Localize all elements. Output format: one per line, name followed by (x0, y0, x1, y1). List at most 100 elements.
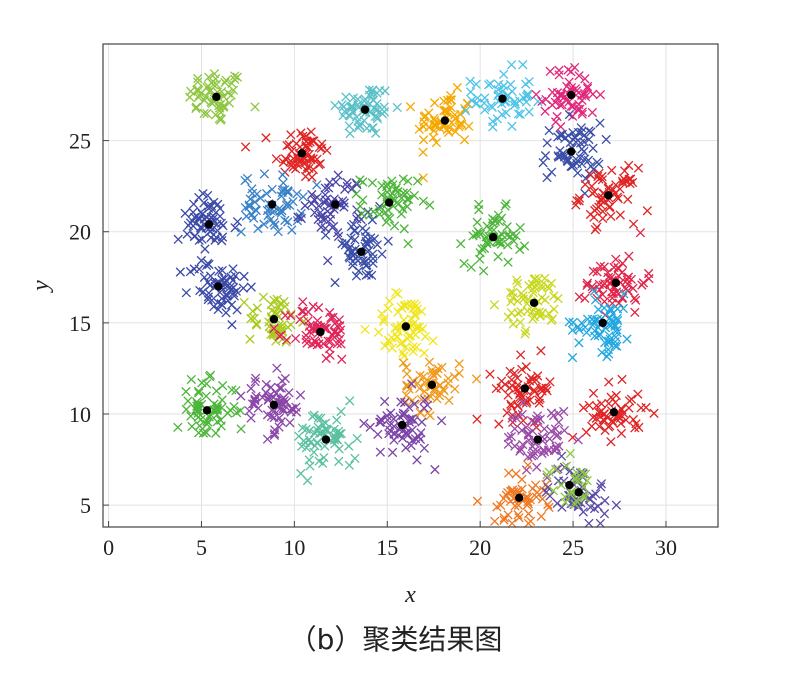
data-point (542, 138, 552, 148)
cluster-22 (398, 357, 482, 421)
data-point (496, 213, 507, 223)
data-point (510, 424, 520, 434)
data-point (389, 221, 400, 231)
data-point (580, 322, 590, 332)
data-point (552, 430, 563, 440)
data-point (377, 181, 387, 191)
centroid-marker (609, 407, 619, 417)
centroid-marker (267, 200, 277, 209)
data-point (493, 252, 503, 262)
data-point (236, 227, 246, 237)
data-point (566, 101, 576, 111)
data-point (332, 415, 342, 425)
data-point (501, 490, 512, 500)
data-point (316, 413, 326, 423)
data-point (524, 107, 534, 117)
data-point (567, 325, 578, 335)
data-point (276, 383, 287, 393)
data-point (412, 323, 422, 334)
data-point (415, 370, 425, 381)
data-point (554, 417, 564, 427)
data-point (214, 100, 224, 111)
data-point (276, 191, 286, 201)
data-point (499, 69, 509, 80)
y-axis-label: y (28, 280, 54, 293)
data-point (305, 461, 315, 471)
data-point (347, 183, 357, 194)
data-point (617, 374, 627, 385)
data-point (410, 311, 421, 321)
centroid-marker (565, 480, 574, 490)
data-point (322, 206, 333, 217)
data-point (404, 331, 414, 341)
data-point (564, 317, 574, 327)
data-point (521, 79, 531, 89)
data-point (533, 371, 543, 381)
data-point (250, 377, 260, 387)
data-point (210, 235, 220, 245)
data-point (465, 76, 475, 86)
data-point (228, 264, 238, 274)
data-point (217, 265, 227, 276)
data-point (239, 271, 249, 282)
data-point (527, 483, 538, 494)
data-point (331, 433, 341, 443)
data-point (190, 231, 200, 241)
data-point (503, 432, 514, 443)
data-point (546, 278, 557, 289)
data-point (222, 291, 232, 301)
data-point (499, 515, 509, 525)
data-point (649, 408, 659, 418)
data-point (644, 273, 654, 284)
data-point (400, 189, 410, 200)
data-point (446, 102, 456, 113)
data-point (377, 309, 387, 319)
cluster-19 (360, 287, 438, 361)
data-point (454, 120, 465, 130)
data-point (420, 395, 430, 405)
data-point (569, 62, 580, 73)
data-point (312, 180, 322, 190)
data-point (544, 502, 554, 513)
data-point (521, 362, 531, 372)
data-point (523, 460, 533, 470)
data-point (532, 446, 542, 457)
data-point (636, 403, 646, 413)
data-point (392, 102, 402, 113)
data-point (232, 216, 243, 227)
data-point (506, 60, 517, 70)
data-point (593, 330, 604, 341)
data-point (414, 124, 424, 134)
data-point (418, 135, 429, 145)
data-point (276, 208, 286, 218)
data-point (209, 69, 220, 79)
data-point (626, 274, 636, 285)
data-point (323, 336, 333, 346)
data-point (404, 414, 414, 425)
data-point (250, 205, 261, 215)
data-point (264, 391, 274, 402)
data-point (508, 319, 518, 329)
data-point (474, 199, 484, 209)
data-point (559, 425, 570, 436)
data-point (261, 379, 271, 390)
data-point (230, 223, 240, 233)
data-point (574, 71, 584, 81)
centroid-marker (269, 400, 279, 410)
data-point (200, 244, 210, 254)
x-tick-label: 25 (562, 535, 584, 560)
data-point (607, 165, 617, 176)
data-point (333, 170, 343, 180)
data-point (512, 383, 522, 393)
data-point (396, 209, 407, 219)
data-point (280, 215, 290, 226)
data-point (428, 336, 438, 346)
data-point (591, 204, 602, 214)
data-point (430, 464, 440, 475)
data-point (281, 335, 292, 345)
data-point (545, 434, 555, 444)
data-point (225, 405, 235, 415)
data-point (515, 109, 525, 119)
cluster-29 (503, 398, 583, 483)
data-point (280, 373, 291, 384)
